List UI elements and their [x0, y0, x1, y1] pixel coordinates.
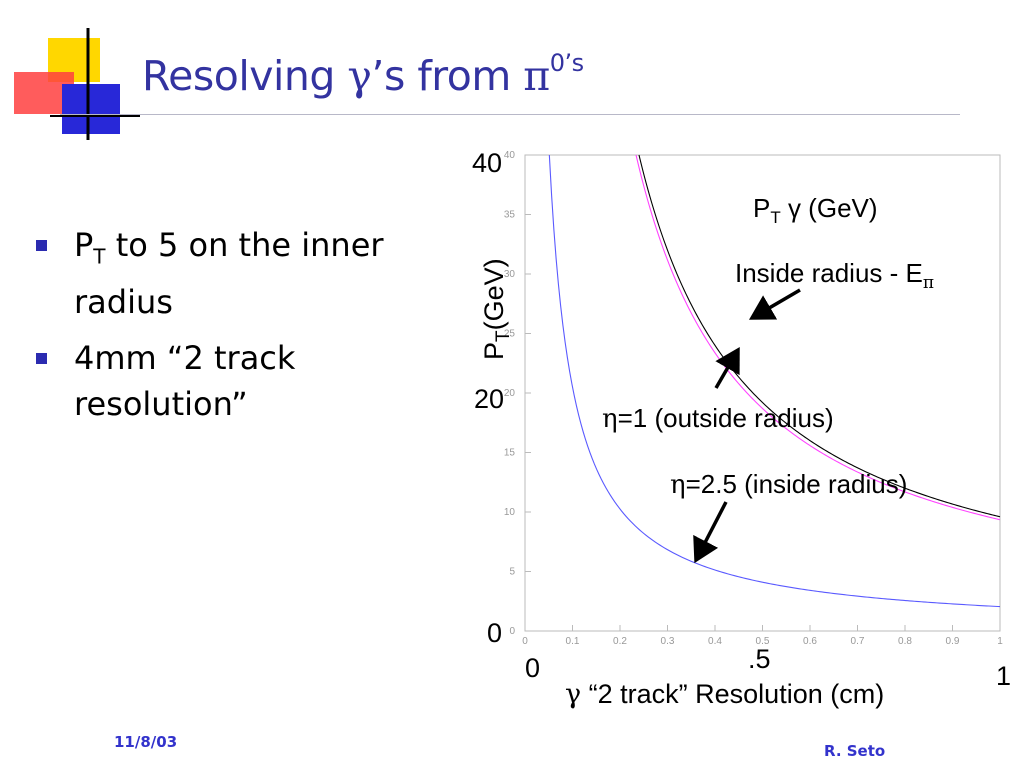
title-pi: π: [523, 52, 550, 100]
annotation-text: γ (GeV): [781, 193, 878, 223]
footer-author: R. Seto: [824, 742, 886, 760]
bullet-list: PT to 5 on the inner radius 4mm “2 track…: [36, 222, 456, 437]
x-tick-label: 0.6: [803, 636, 817, 647]
y-tick-label: 30: [504, 269, 516, 280]
bullet-text: P: [74, 226, 94, 264]
x-big-label-1: 1: [996, 661, 1011, 691]
y-tick-label: 5: [509, 567, 515, 578]
y-axis-title-rest: (GeV): [479, 258, 509, 330]
x-tick-label: 1: [997, 636, 1003, 647]
annotation-text: =1 (outside radius): [618, 403, 834, 433]
pt-vs-resolution-chart: 0 0.1 0.2 0.3 0.4 0.5 0.6 0.7 0.8 0.9 105101520253…: [472, 148, 1011, 710]
slide-title: Resolving γ’s from π0’s: [142, 49, 584, 100]
bullet-line: PT to 5 on the inner: [74, 222, 456, 279]
x-tick-label: 0.2: [613, 636, 627, 647]
title-superscript: 0’s: [549, 49, 584, 78]
bullet-item-resolution: 4mm “2 track resolution”: [36, 335, 456, 427]
series-curve-0: [548, 154, 1001, 608]
y-axis-title-sub: T: [493, 330, 514, 342]
bullet-line: resolution”: [74, 385, 248, 424]
slide-logo: [14, 28, 140, 140]
y-big-label-20: 20: [474, 384, 504, 414]
bullet-text: to 5 on the inner: [105, 226, 384, 264]
annotation-eta-2-5: η=2.5 (inside radius): [670, 469, 907, 500]
annotation-inside-radius: Inside radius - Eπ: [735, 258, 934, 293]
annotation-pt-gamma: PT γ (GeV): [753, 193, 878, 227]
y-big-label-40: 40: [472, 148, 502, 178]
arrow-inside-radius: [748, 288, 801, 320]
title-divider: [60, 114, 960, 115]
bullet-line: 4mm “2 track: [74, 339, 296, 378]
bullet-line: radius: [74, 283, 173, 322]
y-tick-label: 25: [504, 329, 516, 340]
y-tick-label: 0: [509, 626, 515, 637]
x-tick-label: 0.5: [756, 636, 770, 647]
x-tick-label: 0.1: [566, 636, 580, 647]
x-tick-label: 0.9: [946, 636, 960, 647]
y-tick-label: 15: [504, 448, 516, 459]
y-axis-title: PT(GeV): [479, 258, 514, 360]
x-tick-label: 0.4: [708, 636, 722, 647]
y-tick-label: 10: [504, 507, 516, 518]
title-main: Resolving: [142, 52, 348, 100]
x-tick-label: 0.8: [898, 636, 912, 647]
series-curve-2: [638, 154, 1001, 518]
y-tick-label: 40: [504, 150, 516, 161]
plot-frame: [524, 154, 1001, 632]
annotation-text: P: [753, 193, 770, 223]
annotation-eta-1: η=1 (outside radius): [602, 403, 834, 434]
footer-date: 11/8/03: [114, 733, 178, 751]
x-tick-label: 0.7: [851, 636, 865, 647]
title-mid: ’s from: [371, 52, 524, 100]
logo-blue-square: [62, 84, 120, 134]
x-axis-title-rest: “2 track” Resolution (cm): [581, 679, 884, 709]
x-big-label-0: 0: [525, 653, 540, 683]
y-tick-label: 20: [504, 388, 516, 399]
annotation-greek: η: [670, 470, 686, 500]
y-axis-title-main: P: [479, 342, 509, 360]
arrow-eta-2-5: [693, 501, 728, 564]
annotation-subscript: π: [923, 273, 934, 293]
title-gamma: γ: [347, 52, 372, 100]
series-curve-1: [635, 154, 1001, 521]
bullet-item-pt: PT to 5 on the inner radius: [36, 222, 456, 325]
y-big-label-0: 0: [487, 618, 502, 648]
x-tick-label: 0: [522, 636, 528, 647]
x-axis-title-gamma: γ: [565, 679, 581, 710]
y-tick-label: 35: [504, 210, 516, 221]
annotation-text: =2.5 (inside radius): [686, 469, 908, 499]
x-axis-title: γ “2 track” Resolution (cm): [565, 679, 884, 710]
bullet-square-icon: [36, 353, 47, 365]
x-big-label-half: .5: [748, 644, 771, 674]
x-tick-label: 0.3: [661, 636, 675, 647]
bullet-square-icon: [36, 240, 47, 251]
chart-curves: [548, 154, 1001, 608]
arrow-eta-1: [714, 346, 740, 389]
axis-ticks: 0 0.1 0.2 0.3 0.4 0.5 0.6 0.7 0.8 0.9 105101520253…: [504, 150, 1003, 647]
annotation-greek: η: [602, 404, 618, 434]
annotation-subscript: T: [770, 208, 780, 227]
annotation-text: Inside radius - E: [735, 258, 923, 288]
bullet-subscript: T: [93, 244, 106, 269]
